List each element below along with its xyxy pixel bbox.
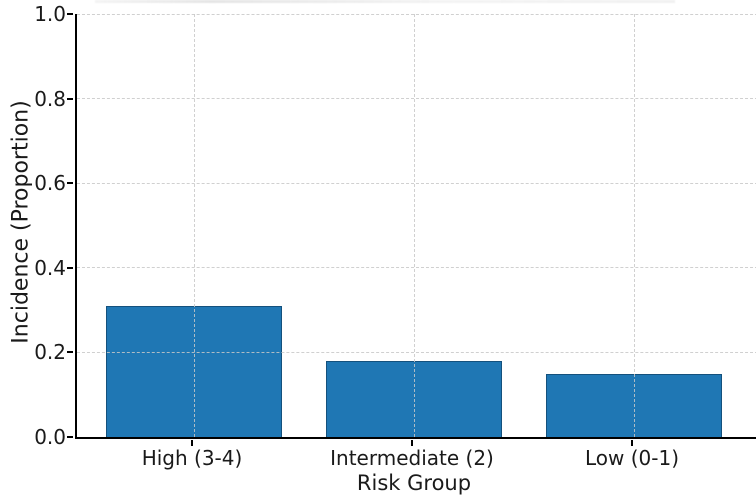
y-tick-label: 0.6: [34, 171, 66, 196]
x-tick-mark: [631, 439, 633, 446]
y-axis-label: Incidence (Proportion): [8, 100, 34, 344]
x-axis-label: Risk Group: [356, 471, 472, 495]
y-tick-label: 0.2: [34, 340, 66, 365]
y-tick-mark: [67, 436, 73, 438]
x-gridline: [193, 14, 195, 437]
x-tick-label: Intermediate (2): [330, 446, 494, 470]
y-gridline: [77, 267, 756, 269]
y-tick-mark: [67, 266, 73, 269]
y-tick-mark: [67, 351, 73, 354]
x-gridline: [413, 14, 415, 437]
x-tick-mark: [411, 439, 413, 446]
bar-low-0-1-: [546, 374, 722, 437]
y-tick-mark: [67, 97, 73, 100]
y-tick-label: 1.0: [34, 2, 66, 26]
bars-layer: [77, 14, 756, 437]
x-tick-label: Low (0-1): [584, 446, 679, 470]
y-tick-label: 0.8: [34, 86, 66, 111]
plot-area: [75, 13, 756, 439]
y-gridline: [77, 351, 756, 353]
y-tick-label: 0.4: [34, 255, 66, 280]
bar-high-3-4-: [106, 306, 282, 437]
y-gridline: [77, 98, 756, 100]
y-tick-mark: [67, 13, 73, 15]
y-tick-label: 0.0: [34, 425, 66, 449]
x-gridline: [633, 14, 635, 437]
bar-intermediate-2-: [326, 361, 502, 437]
x-tick-label: High (3-4): [141, 446, 243, 470]
cropped-title-artifact: [95, 0, 675, 3]
x-tick-mark: [191, 439, 193, 446]
y-tick-mark: [67, 182, 73, 185]
grid-layer: [77, 13, 756, 437]
y-gridline: [77, 13, 756, 15]
y-gridline: [77, 182, 756, 184]
